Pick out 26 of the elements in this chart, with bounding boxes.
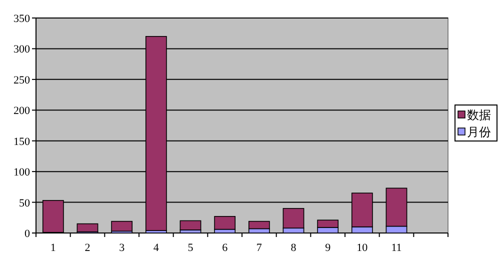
y-tick-label: 100	[14, 166, 30, 179]
y-tick-label: 200	[14, 105, 30, 118]
y-tick-label: 50	[19, 197, 30, 210]
y-tick-label: 300	[14, 44, 30, 56]
bar	[76, 223, 98, 232]
bar	[248, 220, 270, 230]
legend-label: 月份	[467, 125, 491, 139]
x-tick-label: 1	[50, 242, 56, 254]
y-tick-label: 250	[14, 74, 30, 86]
x-tick-label: 7	[256, 242, 262, 254]
y-tick-label: 350	[14, 13, 30, 25]
x-tick-label: 8	[290, 242, 297, 254]
x-tick-label: 10	[356, 242, 368, 254]
y-tick-label: 0	[24, 228, 30, 240]
x-tick-label: 11	[391, 242, 402, 254]
x-tick-label: 3	[119, 242, 126, 254]
x-tick-label: 4	[153, 242, 160, 254]
x-tick-label: 2	[84, 242, 90, 254]
x-tick-label: 5	[188, 242, 194, 254]
x-tick-label: 6	[222, 242, 228, 254]
y-tick-label: 150	[14, 136, 30, 148]
bar	[111, 220, 133, 232]
bar	[214, 216, 236, 230]
bar	[180, 220, 202, 230]
x-tick-label: 9	[325, 242, 332, 254]
legend-label: 数据	[467, 108, 491, 122]
